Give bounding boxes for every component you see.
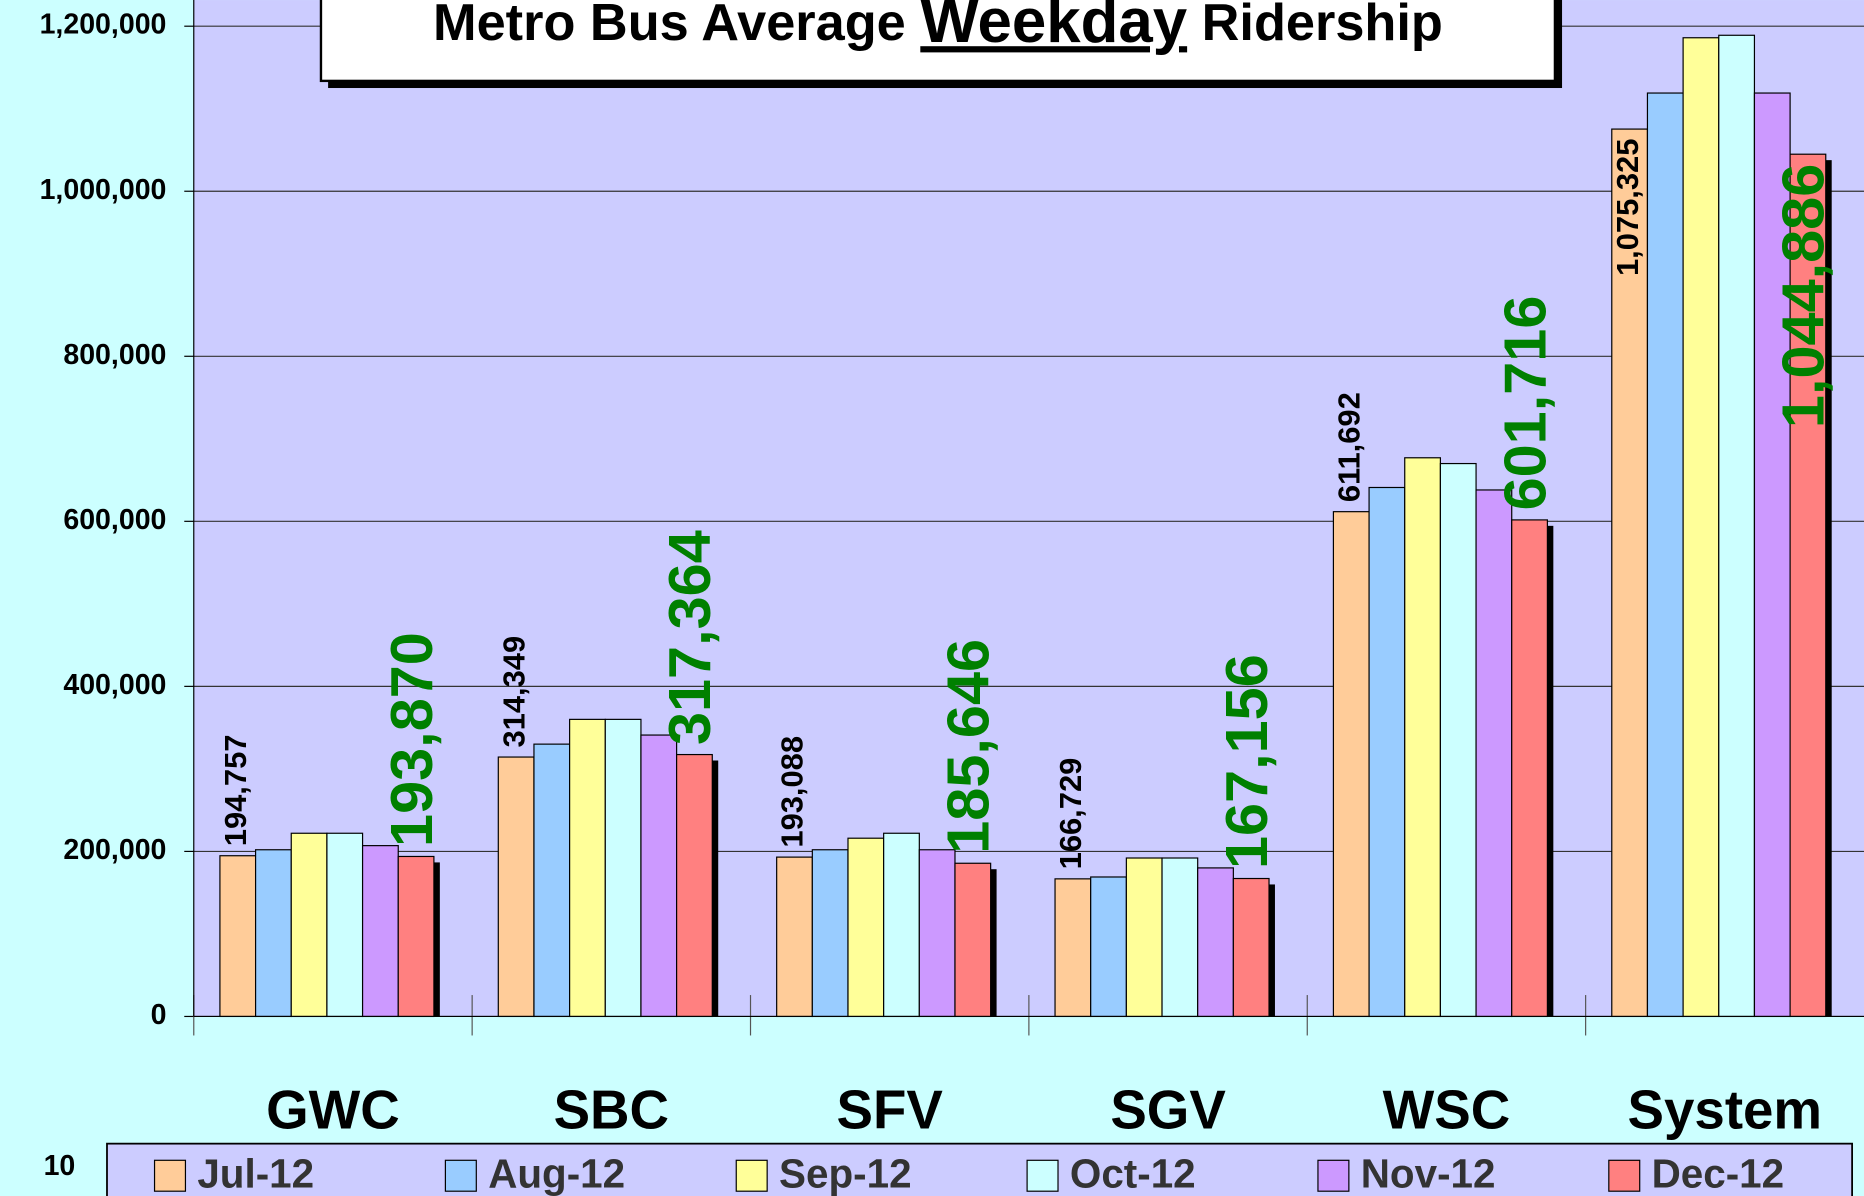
x-tick-label: WSC — [1383, 1078, 1511, 1140]
plot-area — [193, 0, 1864, 1017]
bar — [326, 832, 364, 1018]
bar — [1332, 511, 1370, 1018]
bar — [533, 743, 571, 1018]
y-tick-label: 400,000 — [63, 669, 166, 701]
legend-label: Oct-12 — [1070, 1151, 1196, 1196]
legend-label: Sep-12 — [779, 1151, 912, 1196]
value-label: 167,156 — [1213, 654, 1280, 869]
value-label: 314,349 — [496, 636, 531, 748]
value-label: 193,870 — [378, 632, 445, 847]
value-label: 601,716 — [1491, 296, 1558, 511]
title-emphasis: Weekday — [920, 0, 1187, 57]
bar — [569, 718, 606, 1018]
bar — [397, 855, 435, 1018]
bar — [776, 856, 813, 1018]
bar — [847, 837, 885, 1018]
x-tick-label: SGV — [1110, 1078, 1226, 1140]
bar — [497, 756, 535, 1018]
bar — [1232, 877, 1270, 1018]
legend-label: Aug-12 — [488, 1151, 625, 1196]
legend-label: Dec-12 — [1652, 1151, 1785, 1196]
bar — [918, 849, 956, 1018]
value-label: 185,646 — [935, 639, 1002, 854]
value-label: 611,692 — [1331, 392, 1366, 502]
y-tick-label: 0 — [151, 999, 167, 1031]
x-tick-label: SFV — [837, 1078, 944, 1140]
legend-swatch — [153, 1159, 187, 1192]
x-tick-label: GWC — [266, 1078, 400, 1140]
legend-swatch — [735, 1159, 768, 1192]
y-tick-label: 200,000 — [63, 834, 166, 866]
bar — [1368, 486, 1406, 1018]
bar — [1475, 489, 1513, 1018]
bar — [290, 832, 328, 1018]
title-box — [319, 0, 1557, 83]
legend-label: Jul-12 — [197, 1151, 314, 1196]
bar — [1197, 867, 1234, 1018]
bar — [1161, 857, 1199, 1018]
bar — [883, 832, 920, 1018]
bar — [219, 855, 257, 1018]
legend-swatch — [1608, 1159, 1641, 1192]
bar — [1054, 878, 1092, 1018]
bar — [640, 734, 678, 1018]
y-tick-label: 800,000 — [63, 339, 166, 371]
bar — [1511, 519, 1548, 1018]
legend-swatch — [1026, 1159, 1059, 1192]
y-tick-label: 1,000,000 — [40, 174, 167, 206]
legend-swatch — [1317, 1159, 1350, 1192]
bar — [1789, 153, 1827, 1018]
bar — [1611, 128, 1649, 1018]
title-part: Metro Bus Average — [433, 0, 920, 52]
bar — [1090, 876, 1127, 1018]
slide-number: 10 — [44, 1150, 76, 1182]
bar — [811, 849, 849, 1018]
value-label: 1,044,886 — [1770, 164, 1837, 428]
bar — [254, 849, 292, 1018]
value-label: 1,075,325 — [1610, 139, 1645, 276]
chart-title: Metro Bus Average Weekday Ridership — [433, 0, 1443, 57]
y-tick-label: 600,000 — [63, 504, 166, 536]
legend-label: Nov-12 — [1361, 1151, 1496, 1196]
legend-box — [106, 1142, 1854, 1196]
bar — [676, 753, 713, 1018]
value-label: 194,757 — [218, 735, 253, 847]
bar — [1404, 457, 1441, 1018]
x-tick-label: System — [1628, 1078, 1823, 1140]
value-label: 193,088 — [775, 736, 810, 848]
bar — [954, 862, 992, 1018]
title-part: Ridership — [1187, 0, 1443, 52]
y-tick-label: 1,200,000 — [40, 9, 167, 41]
value-label: 166,729 — [1053, 758, 1088, 870]
bar — [1439, 462, 1477, 1018]
bar — [361, 845, 399, 1018]
legend-swatch — [444, 1159, 477, 1192]
bar — [1125, 857, 1163, 1018]
bar — [1753, 92, 1791, 1018]
bar — [604, 718, 642, 1018]
x-tick-label: SBC — [554, 1078, 669, 1140]
bar — [1646, 92, 1684, 1018]
bar — [1682, 37, 1720, 1018]
bar — [1718, 34, 1756, 1018]
value-label: 317,364 — [656, 530, 723, 745]
